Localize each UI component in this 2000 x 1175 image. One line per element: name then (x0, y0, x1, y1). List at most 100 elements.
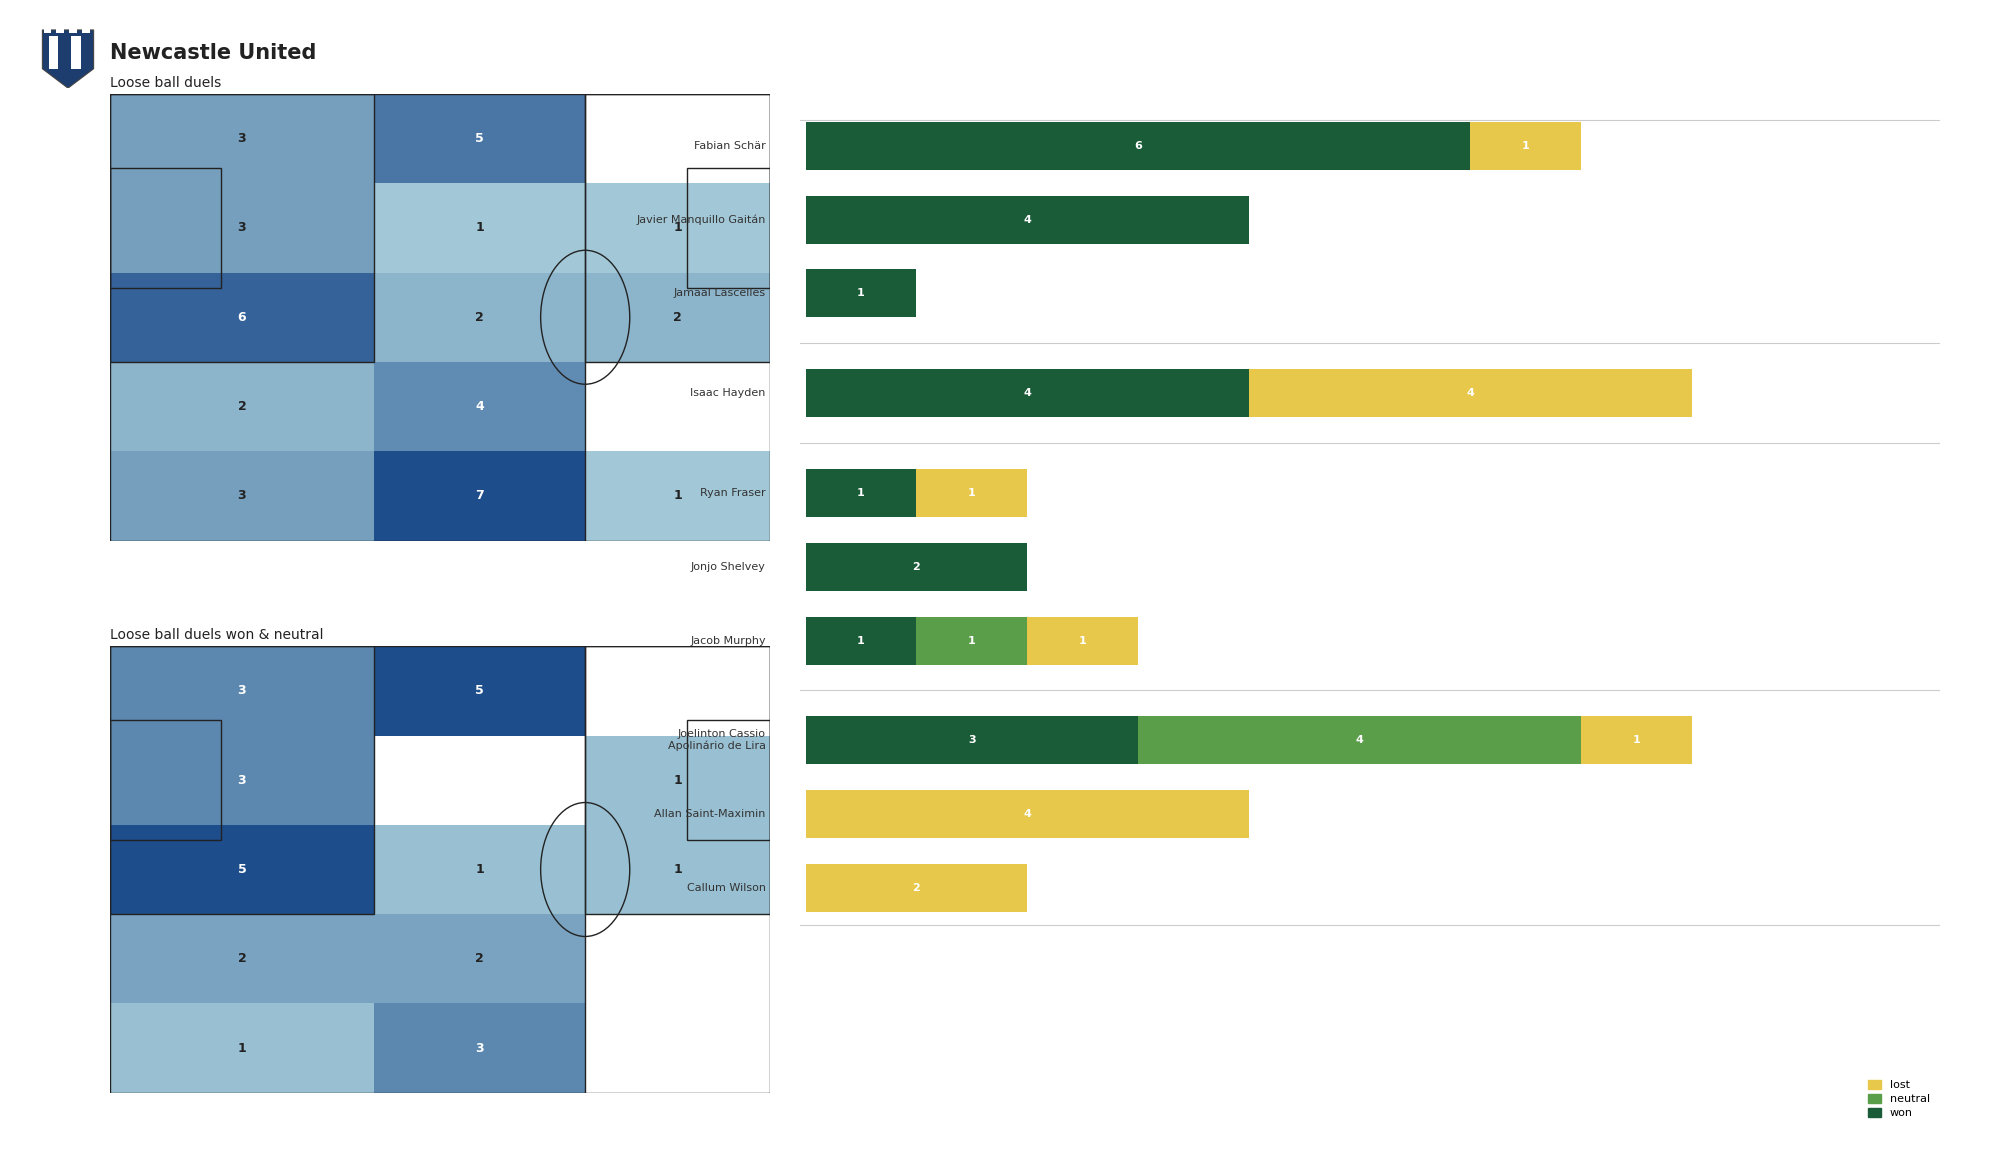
Bar (1248, 369, 1692, 417)
Text: 1: 1 (968, 488, 976, 498)
Bar (586, 736, 770, 825)
Text: 2: 2 (912, 882, 920, 893)
Bar (110, 825, 374, 914)
Bar (806, 469, 916, 517)
Bar (110, 451, 374, 540)
Text: 5: 5 (238, 862, 246, 877)
Text: 1: 1 (476, 862, 484, 877)
Text: 6: 6 (238, 310, 246, 324)
Text: Loose ball duels: Loose ball duels (110, 76, 222, 90)
Text: 1: 1 (858, 288, 864, 298)
Bar (586, 646, 770, 914)
Bar (806, 122, 1470, 169)
Bar (806, 269, 916, 317)
Bar (110, 720, 220, 840)
Text: 1: 1 (674, 862, 682, 877)
Bar (374, 451, 586, 540)
Bar (48, 36, 58, 68)
Bar (586, 273, 770, 362)
Bar (916, 469, 1028, 517)
Text: 1: 1 (674, 221, 682, 235)
Bar (586, 94, 770, 362)
Bar (1470, 122, 1582, 169)
Bar (374, 646, 586, 736)
Text: 1: 1 (968, 636, 976, 645)
Text: 4: 4 (1466, 388, 1474, 398)
Text: Loose ball duels won & neutral: Loose ball duels won & neutral (110, 629, 324, 643)
Text: Allan Saint-Maximin: Allan Saint-Maximin (654, 810, 766, 819)
Text: 4: 4 (1024, 388, 1032, 398)
Bar (1138, 717, 1582, 764)
Bar (44, 27, 52, 33)
Text: 7: 7 (476, 489, 484, 503)
Bar (806, 543, 1028, 591)
Text: 6: 6 (1134, 141, 1142, 150)
Text: Javier Manquillo Gaitán: Javier Manquillo Gaitán (636, 214, 766, 224)
Polygon shape (42, 31, 94, 88)
Text: 1: 1 (858, 488, 864, 498)
Bar (110, 362, 374, 451)
Bar (806, 717, 1138, 764)
Text: 1: 1 (1632, 736, 1640, 745)
Text: 2: 2 (238, 952, 246, 966)
Bar (1028, 617, 1138, 665)
Text: 1: 1 (1078, 636, 1086, 645)
Bar (70, 27, 76, 33)
Text: Newcastle United: Newcastle United (110, 42, 316, 63)
Bar (686, 168, 770, 288)
Text: Jacob Murphy: Jacob Murphy (690, 636, 766, 645)
Text: 3: 3 (238, 489, 246, 503)
Bar (374, 1003, 586, 1093)
Bar (110, 646, 374, 914)
Bar (374, 914, 586, 1003)
Bar (110, 168, 220, 288)
Text: Jonjo Shelvey: Jonjo Shelvey (690, 562, 766, 572)
Text: 5: 5 (476, 684, 484, 698)
Text: 3: 3 (476, 1041, 484, 1055)
Bar (586, 183, 770, 273)
Bar (110, 914, 374, 1003)
Text: 4: 4 (1024, 215, 1032, 224)
Bar (806, 790, 1248, 838)
Text: 4: 4 (1024, 810, 1032, 819)
Bar (916, 617, 1028, 665)
Bar (586, 451, 770, 540)
Bar (82, 27, 90, 33)
Bar (374, 362, 586, 451)
Text: 2: 2 (476, 310, 484, 324)
Bar (586, 825, 770, 914)
Text: 1: 1 (238, 1041, 246, 1055)
Text: 2: 2 (238, 400, 246, 414)
Bar (56, 27, 64, 33)
Text: 5: 5 (476, 132, 484, 146)
Text: 3: 3 (238, 132, 246, 146)
Bar (72, 36, 80, 68)
Bar (110, 273, 374, 362)
Text: 2: 2 (674, 310, 682, 324)
Bar (110, 646, 374, 736)
Bar (806, 369, 1248, 417)
Bar (1582, 717, 1692, 764)
Text: 2: 2 (476, 952, 484, 966)
Legend: lost, neutral, won: lost, neutral, won (1864, 1075, 1934, 1122)
Text: 4: 4 (1356, 736, 1364, 745)
Bar (806, 195, 1248, 243)
Text: 1: 1 (1522, 141, 1530, 150)
Bar (110, 183, 374, 273)
Bar (110, 736, 374, 825)
Text: Fabian Schär: Fabian Schär (694, 141, 766, 150)
Bar (374, 183, 586, 273)
Text: 3: 3 (238, 684, 246, 698)
Text: 2: 2 (912, 562, 920, 572)
Text: 3: 3 (968, 736, 976, 745)
Bar (374, 825, 586, 914)
Text: 1: 1 (674, 489, 682, 503)
Text: Ryan Fraser: Ryan Fraser (700, 488, 766, 498)
Bar (374, 94, 586, 183)
Text: 1: 1 (674, 773, 682, 787)
Text: Jamaal Lascelles: Jamaal Lascelles (674, 288, 766, 298)
Bar (806, 864, 1028, 912)
Text: 3: 3 (238, 221, 246, 235)
Bar (374, 273, 586, 362)
Bar (686, 720, 770, 840)
